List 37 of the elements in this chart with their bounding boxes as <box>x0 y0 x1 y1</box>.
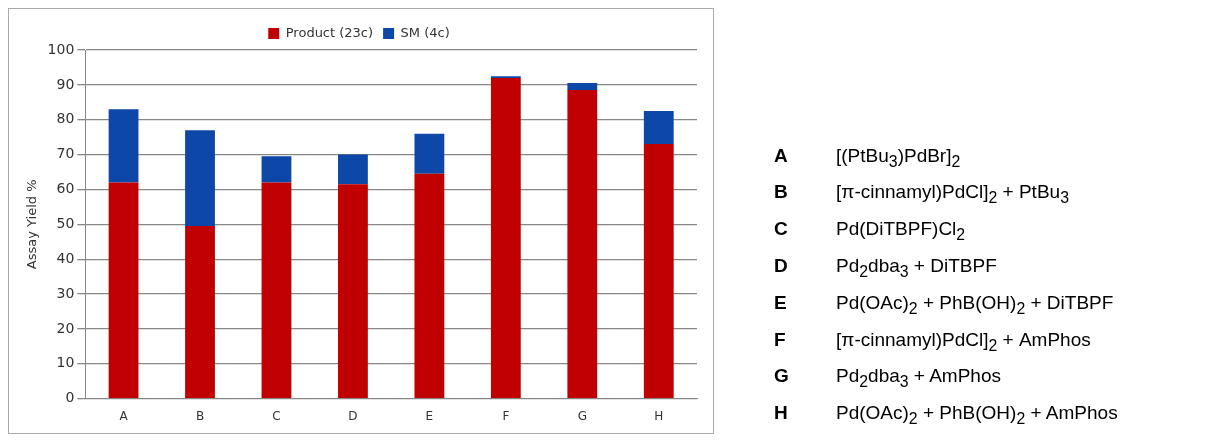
y-tick-label: 50 <box>56 214 75 231</box>
text: Pd(DiTBPF)Cl$_{2}$ <box>836 217 966 245</box>
y-tick-label: 0 <box>65 389 75 406</box>
x-tick-label: G <box>577 408 587 423</box>
x-tick-label: D <box>348 408 358 423</box>
x-tick-label: C <box>272 408 281 423</box>
y-axis-title: Assay Yield % <box>24 179 40 270</box>
y-tick-label: 90 <box>56 75 75 92</box>
text: [(PtBu$_{3}$)PdBr]$_{2}$ <box>836 143 961 172</box>
text: Pd(OAc)$_{2}$ + PhB(OH)$_{2}$ + AmPhos <box>836 401 1118 429</box>
x-tick-label: E <box>425 408 434 423</box>
y-tick-label: 60 <box>56 180 75 197</box>
y-tick-label: 100 <box>47 40 75 57</box>
legend-label: SM (4c) <box>400 24 450 40</box>
y-tick-label: 10 <box>56 354 75 371</box>
x-tick-label: F <box>502 408 510 423</box>
text: [π-cinnamyl)PdCl]$_{2}$ + PtBu$_{3}$ <box>836 180 1069 209</box>
text: Pd(OAc)$_{2}$ + PhB(OH)$_{2}$ + DiTBPF <box>836 290 1114 319</box>
category-label: A <box>774 144 788 166</box>
category-label: E <box>774 291 787 313</box>
text: [π-cinnamyl)PdCl]$_{2}$ + AmPhos <box>836 327 1091 356</box>
y-tick-label: 40 <box>56 249 75 266</box>
y-tick-label: 80 <box>56 110 75 127</box>
x-tick-label: B <box>195 408 205 423</box>
category-label: D <box>774 255 788 277</box>
legend-label: Product (23c) <box>285 24 374 40</box>
text: Pd$_{2}$dba$_{3}$ + DiTBPF <box>836 254 997 282</box>
category-label: G <box>774 365 789 387</box>
x-tick-label: H <box>654 408 664 423</box>
category-label: B <box>774 181 788 203</box>
text: Pd$_{2}$dba$_{3}$ + AmPhos <box>836 364 1001 393</box>
y-tick-label: 70 <box>56 145 75 162</box>
y-tick-label: 20 <box>56 319 75 336</box>
category-label: C <box>774 218 788 240</box>
x-tick-label: A <box>119 408 129 423</box>
y-tick-label: 30 <box>56 284 75 301</box>
category-label: F <box>774 328 786 350</box>
